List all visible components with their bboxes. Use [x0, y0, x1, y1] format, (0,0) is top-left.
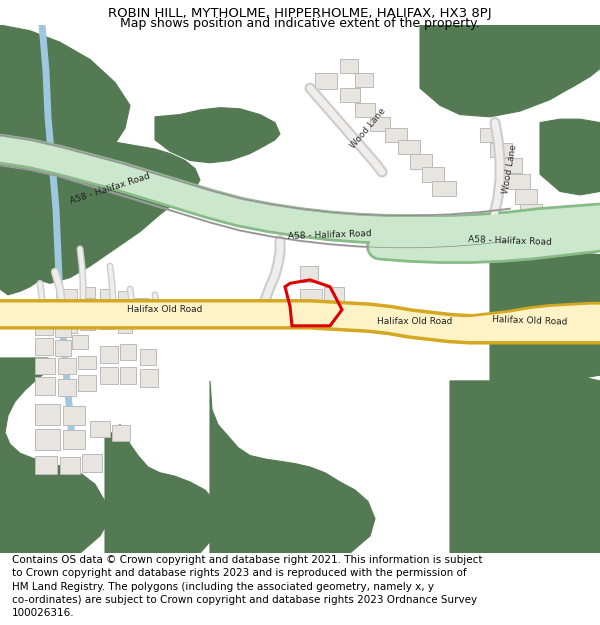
Bar: [480, 128, 500, 142]
Bar: [35, 456, 57, 474]
Bar: [300, 289, 322, 308]
Bar: [78, 375, 96, 391]
Polygon shape: [105, 424, 220, 553]
Bar: [300, 310, 320, 326]
Text: to Crown copyright and database rights 2023 and is reproduced with the permissio: to Crown copyright and database rights 2…: [12, 568, 467, 578]
Bar: [100, 367, 118, 384]
Polygon shape: [500, 25, 600, 94]
Bar: [35, 338, 53, 354]
Bar: [422, 168, 444, 182]
Bar: [100, 346, 118, 362]
Polygon shape: [155, 107, 280, 162]
Bar: [118, 291, 132, 303]
Bar: [135, 298, 149, 310]
Text: Wood Lane: Wood Lane: [349, 106, 388, 151]
Bar: [72, 335, 88, 349]
Polygon shape: [0, 25, 130, 220]
Bar: [185, 310, 199, 321]
Bar: [58, 358, 76, 374]
Bar: [398, 140, 420, 154]
Bar: [55, 324, 71, 338]
Bar: [35, 404, 60, 424]
Bar: [385, 128, 407, 142]
Bar: [140, 349, 156, 365]
Bar: [324, 287, 344, 305]
Bar: [55, 339, 71, 356]
Polygon shape: [490, 253, 600, 387]
Bar: [370, 117, 390, 131]
Bar: [152, 303, 166, 314]
Bar: [355, 73, 373, 87]
Polygon shape: [540, 119, 600, 195]
Bar: [515, 189, 537, 204]
Bar: [58, 379, 76, 396]
Bar: [62, 289, 77, 301]
Bar: [120, 367, 136, 384]
Text: A58 - Halifax Road: A58 - Halifax Road: [468, 235, 552, 247]
Bar: [80, 319, 95, 331]
Bar: [355, 103, 375, 117]
Bar: [520, 204, 542, 219]
Polygon shape: [420, 25, 600, 117]
Text: Halifax Old Road: Halifax Old Road: [492, 316, 568, 327]
Bar: [315, 73, 337, 89]
Bar: [410, 154, 432, 169]
Bar: [62, 321, 77, 332]
Bar: [112, 424, 130, 441]
Text: ROBIN HILL, MYTHOLME, HIPPERHOLME, HALIFAX, HX3 8PJ: ROBIN HILL, MYTHOLME, HIPPERHOLME, HALIF…: [108, 8, 492, 21]
Text: A58 - Halifax Road: A58 - Halifax Road: [69, 172, 151, 206]
Bar: [500, 158, 522, 173]
Bar: [560, 310, 578, 326]
Text: 100026316.: 100026316.: [12, 608, 74, 618]
Bar: [63, 406, 85, 424]
Bar: [540, 310, 560, 326]
Bar: [340, 88, 360, 102]
Bar: [35, 429, 60, 450]
Bar: [35, 358, 55, 374]
Bar: [80, 287, 95, 298]
Text: Map shows position and indicative extent of the property.: Map shows position and indicative extent…: [120, 18, 480, 31]
Text: A58 - Halifax Road: A58 - Halifax Road: [288, 229, 372, 241]
Bar: [120, 344, 136, 360]
Bar: [35, 378, 55, 395]
Polygon shape: [0, 203, 55, 295]
Polygon shape: [0, 358, 110, 553]
Bar: [35, 321, 53, 335]
Bar: [340, 59, 358, 73]
Bar: [82, 454, 102, 472]
Bar: [100, 289, 114, 301]
Polygon shape: [210, 381, 375, 553]
Bar: [508, 174, 530, 189]
Text: Wood Lane: Wood Lane: [501, 143, 519, 194]
Bar: [78, 356, 96, 369]
Text: co-ordinates) are subject to Crown copyright and database rights 2023 Ordnance S: co-ordinates) are subject to Crown copyr…: [12, 595, 477, 605]
Bar: [140, 369, 158, 387]
Bar: [90, 421, 110, 437]
Bar: [100, 318, 114, 329]
Text: Halifax Old Road: Halifax Old Road: [377, 317, 452, 326]
Polygon shape: [450, 375, 600, 553]
Bar: [63, 430, 85, 449]
Bar: [170, 306, 184, 318]
Bar: [520, 220, 540, 234]
Text: HM Land Registry. The polygons (including the associated geometry, namely x, y: HM Land Registry. The polygons (includin…: [12, 582, 434, 592]
Bar: [300, 266, 318, 282]
Bar: [540, 329, 558, 343]
Text: Contains OS data © Crown copyright and database right 2021. This information is : Contains OS data © Crown copyright and d…: [12, 555, 482, 565]
Bar: [490, 143, 512, 157]
Bar: [60, 457, 80, 474]
Bar: [118, 321, 132, 332]
Polygon shape: [0, 140, 200, 283]
Text: Halifax Old Road: Halifax Old Road: [127, 305, 203, 314]
Bar: [432, 181, 456, 196]
